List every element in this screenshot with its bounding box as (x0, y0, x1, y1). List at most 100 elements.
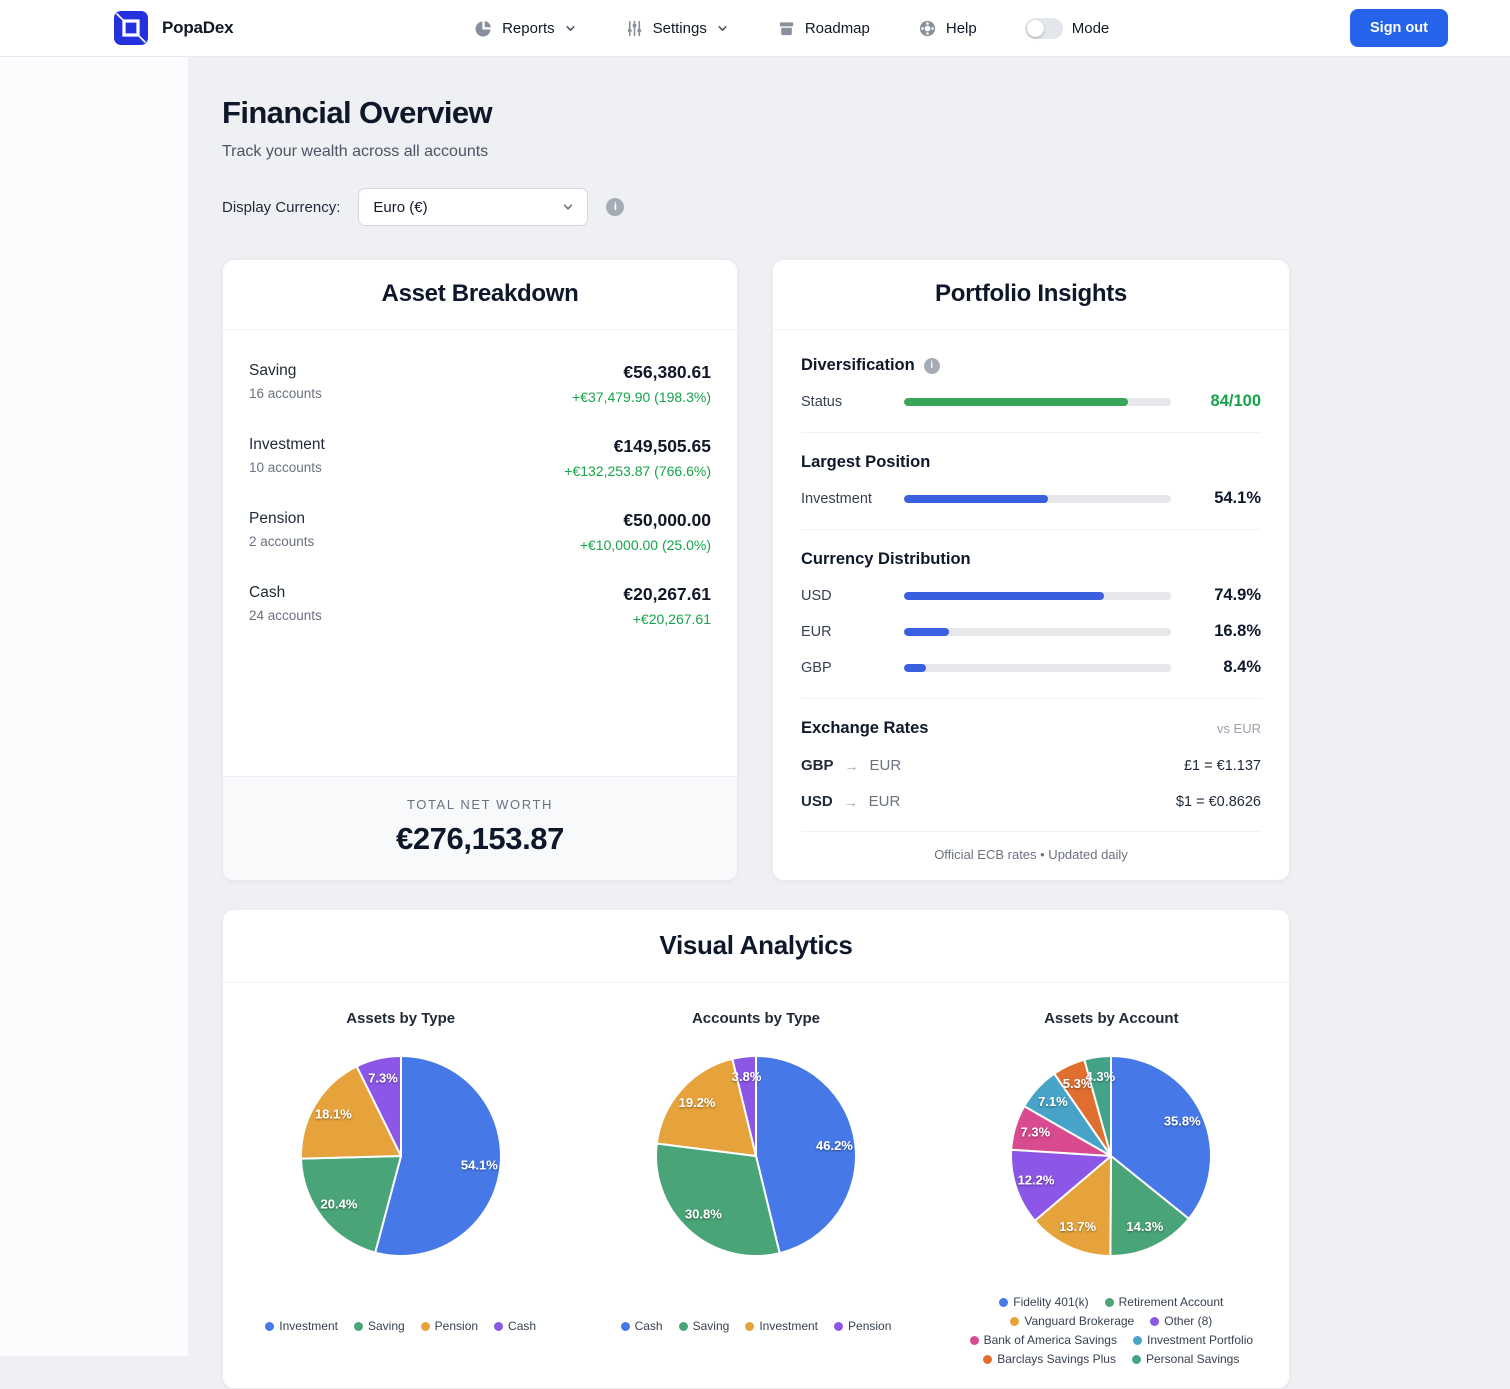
legend-label: Investment (759, 1319, 819, 1333)
asset-accounts: 2 accounts (249, 534, 315, 549)
pie-slice-investment[interactable] (373, 1055, 502, 1257)
total-net-worth-value: €276,153.87 (396, 821, 564, 856)
exchange-rate-row-usd: USD → EUR $1 = €0.8626 (801, 793, 1261, 810)
pie-label: 7.3% (368, 1071, 398, 1086)
nav-help[interactable]: Help (918, 19, 977, 38)
asset-breakdown-card: Asset Breakdown Saving 16 accounts €56,3… (222, 259, 738, 881)
pie-label: 13.7% (1059, 1219, 1096, 1234)
currency-row-gbp: GBP 8.4% (801, 658, 1261, 677)
divider (801, 529, 1261, 530)
progress-track (904, 627, 1171, 636)
pie-slice-vanguard-brokerage[interactable] (1034, 1155, 1113, 1257)
pie-slice-other-8-[interactable] (1010, 1148, 1113, 1222)
legend-item-other-8-[interactable]: Other (8) (1150, 1314, 1212, 1328)
pie-slice-fidelity-401-k-[interactable] (1110, 1055, 1213, 1220)
chart-accounts-by-type: Accounts by Type 46.2% 30.8% 19.2% 3.8% Cas… (578, 983, 933, 1369)
portfolio-insights-header: Portfolio Insights (773, 260, 1289, 330)
pie-slice-saving[interactable] (655, 1142, 781, 1257)
bar-label: USD (801, 587, 832, 604)
legend-item-saving[interactable]: Saving (353, 1319, 405, 1333)
brand-name: PopaDex (162, 18, 234, 37)
pie-slice-cash[interactable] (355, 1055, 402, 1157)
rate-from: GBP (801, 757, 834, 774)
nav-roadmap[interactable]: Roadmap (777, 19, 870, 38)
bar-label: GBP (801, 659, 832, 676)
pie-slice-pension[interactable] (299, 1065, 402, 1160)
pie-slice-saving[interactable] (299, 1155, 402, 1254)
legend-item-barclays-savings-plus[interactable]: Barclays Savings Plus (983, 1352, 1116, 1366)
arrow-right-icon: → (844, 757, 859, 774)
pie-chart: 35.8% 14.3% 13.7% 12.2% 7.3% 7.1% 5.3% 4.3% (1005, 1050, 1217, 1267)
largest-position-row: Investment 54.1% (801, 489, 1261, 508)
chart-legend: Fidelity 401(k) Retirement Account Vanguar… (954, 1295, 1268, 1366)
pie-label: 7.1% (1038, 1094, 1068, 1109)
pie-label: 35.8% (1164, 1113, 1201, 1128)
portfolio-insights-body: Diversification Status 84/100 Largest Po… (773, 330, 1289, 880)
pie-slice-cash[interactable] (754, 1055, 857, 1255)
pie-label: 19.2% (679, 1095, 716, 1110)
asset-change: +€10,000.00 (25.0%) (579, 537, 711, 553)
currency-row-usd: USD 74.9% (801, 586, 1261, 605)
pie-slice-investment[interactable] (655, 1057, 757, 1157)
chart-assets-by-type: Assets by Type 54.1% 20.4% 18.1% 7.3% Inves… (223, 983, 578, 1369)
charts-row: Assets by Type 54.1% 20.4% 18.1% 7.3% Inves… (223, 983, 1289, 1388)
progress-fill (904, 627, 949, 636)
largest-position-heading-label: Largest Position (801, 453, 931, 471)
legend-item-personal-savings[interactable]: Personal Savings (1131, 1352, 1239, 1366)
asset-row-investment: Investment 10 accounts €149,505.65 +€132… (249, 436, 711, 479)
asset-row-saving: Saving 16 accounts €56,380.61 +€37,479.9… (249, 362, 711, 405)
legend-item-cash[interactable]: Cash (620, 1319, 663, 1333)
legend-item-investment-portfolio[interactable]: Investment Portfolio (1132, 1333, 1254, 1347)
diversification-heading: Diversification (801, 356, 1261, 375)
asset-breakdown-title: Asset Breakdown (381, 280, 579, 307)
nav-settings[interactable]: Settings (625, 19, 729, 38)
legend-label: Investment Portfolio (1146, 1333, 1254, 1347)
diversification-info-icon[interactable] (923, 357, 940, 374)
legend-item-cash[interactable]: Cash (494, 1319, 536, 1333)
pie-label: 20.4% (320, 1196, 357, 1211)
legend-label: Bank of America Savings (983, 1333, 1117, 1347)
legend-item-investment[interactable]: Investment (745, 1319, 818, 1333)
legend-item-vanguard-brokerage[interactable]: Vanguard Brokerage (1010, 1314, 1134, 1328)
visual-analytics-card: Visual Analytics Assets by Type 54.1% 20.… (222, 909, 1290, 1389)
legend-item-retirement-account[interactable]: Retirement Account (1104, 1295, 1223, 1309)
asset-accounts: 24 accounts (249, 608, 322, 623)
legend-label: Barclays Savings Plus (997, 1352, 1116, 1366)
pie-label: 5.3% (1063, 1076, 1093, 1091)
legend-label: Cash (634, 1319, 663, 1333)
legend-item-fidelity-401-k-[interactable]: Fidelity 401(k) (999, 1295, 1089, 1309)
pie-label: 14.3% (1127, 1219, 1164, 1234)
currency-pct: 8.4% (1223, 658, 1261, 676)
nav-help-label: Help (945, 19, 977, 37)
pie-slice-pension[interactable] (731, 1055, 757, 1157)
legend-item-pension[interactable]: Pension (420, 1319, 479, 1333)
legend-label: Pension (434, 1319, 479, 1333)
exchange-rates-heading-row: Exchange Rates vs EUR (801, 719, 1261, 738)
sign-out-button[interactable]: Sign out (1350, 9, 1448, 47)
pie-slice-personal-savings[interactable] (1083, 1055, 1113, 1157)
mode-toggle[interactable] (1024, 17, 1063, 39)
asset-breakdown-body: Saving 16 accounts €56,380.61 +€37,479.9… (223, 330, 737, 776)
visual-analytics-header: Visual Analytics (223, 910, 1289, 983)
currency-distribution-heading: Currency Distribution (801, 550, 1261, 569)
nav-reports[interactable]: Reports (474, 19, 577, 38)
currency-info-icon[interactable] (606, 198, 625, 216)
brand[interactable]: PopaDex (114, 11, 234, 45)
nav-roadmap-label: Roadmap (804, 19, 870, 37)
pie-chart-icon (475, 20, 492, 36)
legend-dot (1010, 1316, 1020, 1326)
currency-select[interactable]: Euro (€) (358, 188, 589, 226)
legend-item-pension[interactable]: Pension (834, 1319, 891, 1333)
legend-item-bank-of-america-savings[interactable]: Bank of America Savings (969, 1333, 1117, 1347)
pie-slice-retirement-account[interactable] (1109, 1155, 1191, 1257)
divider (801, 698, 1261, 699)
asset-value: €149,505.65 (613, 436, 711, 456)
pie-label: 3.8% (732, 1069, 762, 1084)
legend-item-saving[interactable]: Saving (678, 1319, 730, 1333)
bar-label: EUR (801, 623, 832, 640)
rate-value: $1 = €0.8626 (1175, 793, 1261, 810)
legend-label: Saving (692, 1319, 730, 1333)
exchange-rate-row-gbp: GBP → EUR £1 = €1.137 (801, 757, 1261, 774)
currency-distribution-heading-label: Currency Distribution (801, 550, 971, 568)
legend-item-investment[interactable]: Investment (265, 1319, 338, 1333)
